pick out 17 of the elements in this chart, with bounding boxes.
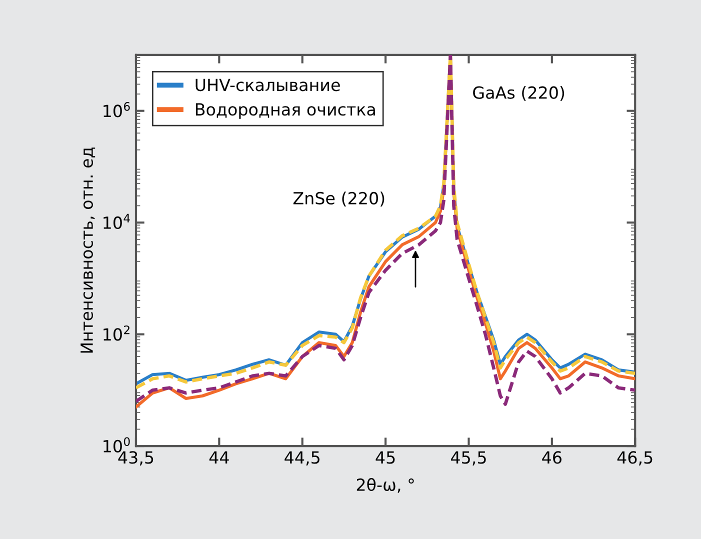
x-tick-label: 46 — [542, 451, 562, 464]
x-tick-label: 43,5 — [118, 451, 154, 466]
x-tick-label: 45,5 — [450, 451, 486, 466]
x-axis-title: 2θ-ω, ° — [356, 478, 414, 493]
x-tick-label: 44,5 — [284, 451, 320, 466]
x-tick-label: 45 — [376, 451, 395, 464]
y-tick-label: 10$^{0}$ — [104, 437, 130, 452]
legend-label: Водородная очистка — [196, 103, 375, 119]
legend-label: UHV-скалывание — [196, 78, 340, 92]
y-tick-label: 10$^{4}$ — [104, 214, 130, 230]
y-axis-title: Интенсивность, отн. ед — [80, 148, 96, 353]
y-tick-label: 10$^{6}$ — [104, 102, 130, 118]
y-tick-label: 10$^{2}$ — [104, 325, 130, 341]
x-tick-label: 44 — [209, 451, 229, 464]
x-tick-label: 46,5 — [617, 451, 652, 466]
annotation: GaAs (220) — [473, 86, 564, 101]
annotation: ZnSe (220) — [293, 192, 384, 206]
